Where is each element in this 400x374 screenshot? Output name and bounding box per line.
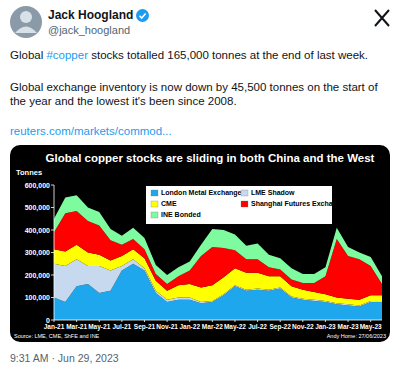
x-tick-label: Jan-22 [179,323,200,330]
avatar [10,6,42,38]
credit: Andy Home: 27/06/2023 [327,333,386,339]
x-tick [99,320,100,322]
x-tick-label: Jan-21 [44,323,65,330]
x-tick-label: Sep-21 [134,323,156,331]
x-tick [348,320,349,322]
y-tick-label: 500,000 [25,204,50,212]
tweet-paragraph: Global exchange inventory is now down by… [10,80,392,108]
x-tick [234,320,235,322]
legend-swatch [151,201,158,207]
badge-check [140,13,146,18]
y-tick [51,230,54,231]
author-name: Jack Hoogland [48,8,133,22]
y-tick [51,275,54,276]
y-tick [51,297,54,298]
tweet-paragraph: Global #copper stocks totalled 165,000 t… [10,48,392,62]
legend-label: London Metal Exchange [161,189,242,197]
x-tick-label: Jul-21 [112,323,131,330]
tweet-text: stocks totalled 165,000 tonnes at the en… [88,49,368,61]
x-tick-label: Nov-21 [156,323,178,330]
x-tick [76,320,77,322]
tweet-link: reuters.com/markets/commod... [10,125,172,137]
x-tick-label: May-21 [88,323,110,331]
y-tick-label: 300,000 [25,249,50,257]
x-tick-label: Jul-22 [248,323,267,330]
legend-label: INE Bonded [161,211,201,218]
avatar-head [20,11,32,23]
avatar-body [15,27,37,34]
x-tick [280,320,281,322]
legend-label: Shanghai Futures Exchange [251,200,345,208]
x-tick [54,320,55,322]
x-tick [302,320,303,322]
author-handle: @jack_hoogland [48,24,130,36]
y-axis-label: Tonnes [16,168,42,177]
y-axis [54,185,55,320]
y-tick-label: 100,000 [25,294,50,302]
x-tick [212,320,213,322]
x-tick [257,320,258,322]
header-icons [0,0,400,45]
legend: London Metal Exchange LME Shadow CME Shangh… [146,186,345,224]
verified-badge [136,9,149,22]
x-tick-label: Nov-22 [292,323,314,330]
y-tick [51,207,54,208]
x-tick-label: May-23 [360,323,382,331]
x-tick-label: May-22 [224,323,246,331]
legend-label: LME Shadow [251,189,295,196]
x-axis [54,320,382,321]
chart: Global copper stocks are sliding in both… [10,145,390,342]
y-tick [51,320,54,321]
legend-swatch [241,201,248,207]
y-tick-label: 200,000 [25,272,50,280]
chart-title: Global copper stocks are sliding in both… [46,152,375,164]
x-tick-label: Mar-22 [202,323,223,330]
x-logo [375,10,389,26]
badge-circle [136,9,149,22]
x-tick-label: Mar-21 [66,323,87,330]
y-tick [51,252,54,253]
legend-swatch [151,212,158,218]
y-tick [51,185,54,186]
legend-swatch [151,190,158,196]
legend-label: CME [161,200,177,207]
x-tick [144,320,145,322]
timestamp: 9:31 AM · Jun 29, 2023 [10,352,119,364]
chart-frame: Global copper stocks are sliding in both… [10,145,390,342]
x-tick [370,320,371,322]
x-tick-label: Mar-23 [338,323,359,330]
author-row: Jack Hoogland [48,8,149,22]
legend-swatch [241,190,248,196]
x-tick [189,320,190,322]
x-tick-label: Jan-23 [315,323,336,330]
source: Source: LME, CME, ShFE and INE [14,333,100,339]
tweet-text: Global [10,49,46,61]
x-tick-label: Sep-22 [270,323,292,331]
x-tick [167,320,168,322]
hashtag: #copper [46,49,88,61]
y-tick-label: 600,000 [25,182,50,190]
x-tick [121,320,122,322]
y-tick-label: 400,000 [25,227,50,235]
x-tick [325,320,326,322]
tweet-text: Global exchange inventory is now down by… [10,81,378,107]
